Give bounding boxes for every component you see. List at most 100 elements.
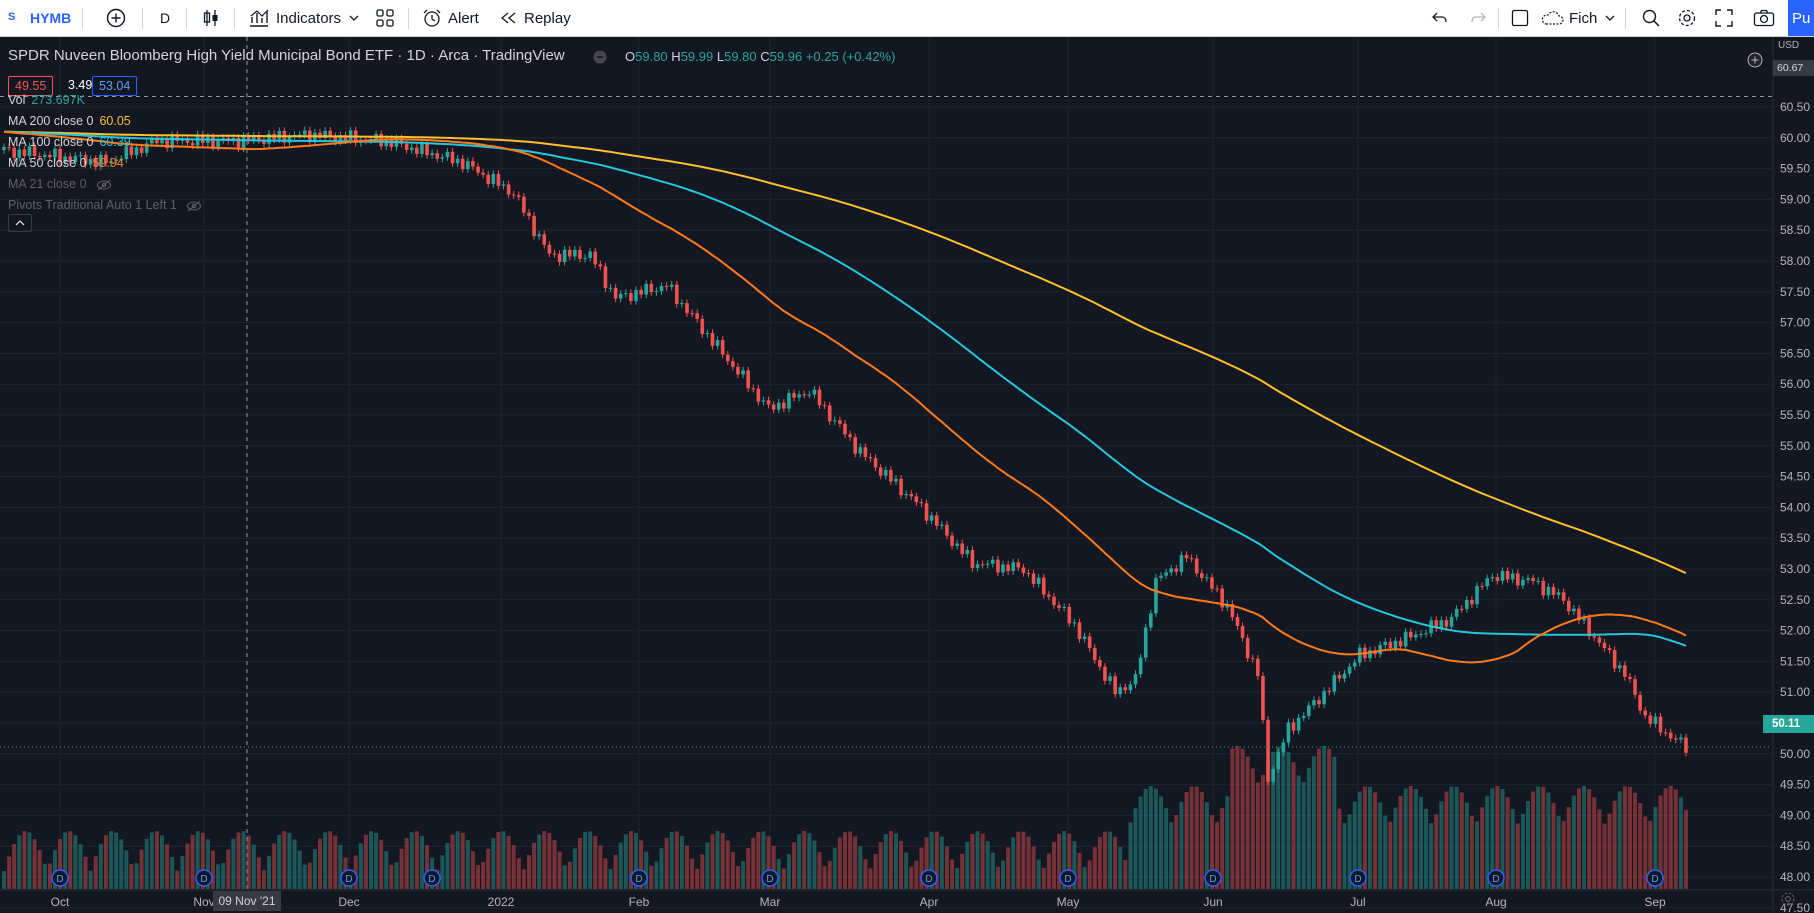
volume-bar: [1189, 786, 1194, 889]
currency-label[interactable]: USD: [1778, 40, 1800, 51]
compare-add-button[interactable]: [106, 0, 126, 36]
candle-body: [1587, 617, 1591, 637]
eye-hidden-icon[interactable]: [96, 179, 112, 191]
settings-button[interactable]: [1677, 0, 1697, 36]
symbol-search[interactable]: S HYMB: [8, 0, 71, 36]
candle-body: [22, 149, 27, 156]
candle-body: [1052, 596, 1056, 606]
volume-bar: [1566, 807, 1571, 889]
candle-body: [144, 143, 149, 153]
ma21-legend[interactable]: MA 21 close 0: [8, 177, 112, 191]
chart-settings-button[interactable]: [1780, 891, 1800, 911]
volume-bar: [501, 831, 506, 889]
templates-button[interactable]: [376, 0, 394, 36]
chart-pane[interactable]: 60.50 60.00 59.50 59.00 58.50 58.00 57.50 57.00…: [0, 37, 1814, 913]
volume-bar: [1357, 791, 1362, 889]
ask-badge[interactable]: 53.04: [92, 76, 138, 96]
indicators-button[interactable]: Indicators: [248, 0, 341, 36]
volume-bar: [572, 848, 577, 889]
volume-bar: [1454, 786, 1459, 889]
ma100-legend[interactable]: MA 100 close 0 60.39: [8, 135, 131, 149]
low-value: 59.80: [724, 49, 757, 64]
volume-bar: [944, 846, 949, 889]
collapse-legend-button[interactable]: [8, 214, 32, 232]
candle-body: [705, 333, 710, 335]
candle-body: [501, 184, 506, 186]
volume-legend[interactable]: Vol 273.697K: [8, 93, 85, 107]
volume-bar: [929, 831, 934, 889]
alert-button[interactable]: Alert: [422, 0, 479, 36]
volume-bar: [659, 848, 664, 889]
ma50-legend[interactable]: MA 50 close 0 59.94: [8, 156, 124, 170]
save-layout-button[interactable]: Fich: [1540, 0, 1597, 36]
eye-hidden-icon[interactable]: [186, 200, 202, 212]
redo-icon: [1471, 12, 1486, 22]
volume-bar: [98, 843, 103, 889]
candle-body: [88, 159, 93, 165]
volume-bar: [771, 845, 776, 889]
price-tick-label: 49.50: [1780, 778, 1810, 792]
candle-body: [1561, 592, 1566, 601]
candle-body: [1424, 633, 1428, 635]
add-alert-button[interactable]: [1747, 52, 1763, 68]
volume-bar: [1367, 786, 1372, 889]
close-value: 59.96: [769, 49, 803, 64]
indicators-dropdown[interactable]: [348, 0, 360, 36]
candle-body: [680, 303, 684, 305]
candle-body: [53, 148, 57, 158]
redo-button[interactable]: [1469, 0, 1487, 36]
candle-body: [1210, 577, 1214, 589]
candle-body: [328, 130, 333, 137]
volume-bar: [1077, 852, 1082, 889]
snapshot-button[interactable]: [1753, 0, 1775, 36]
undo-button[interactable]: [1431, 0, 1449, 36]
volume-bar: [1271, 751, 1276, 889]
volume-bar: [593, 836, 598, 889]
volume-bar: [481, 862, 486, 889]
time-axis: Oct Nov Dec 2022 Feb Mar Apr May Jun Jul Aug Sep: [0, 889, 1814, 909]
bid-badge[interactable]: 49.55: [8, 76, 54, 96]
fullscreen-button[interactable]: [1715, 0, 1733, 36]
layout-dropdown[interactable]: [1604, 0, 1616, 36]
volume-bar: [425, 845, 430, 889]
publish-button[interactable]: Pu: [1788, 0, 1814, 36]
candle-body: [1312, 700, 1316, 706]
replay-button[interactable]: Replay: [500, 0, 571, 36]
candle-body: [1128, 684, 1133, 691]
candle-body: [1684, 737, 1688, 753]
series-title: SPDR Nuveen Bloomberg High Yield Municip…: [8, 47, 565, 64]
volume-bar: [516, 858, 521, 889]
search-icon: [1642, 9, 1660, 27]
price-chart[interactable]: 60.50 60.00 59.50 59.00 58.50 58.00 57.50 57.00…: [0, 37, 1814, 913]
volume-bar: [557, 851, 562, 889]
search-button[interactable]: [1641, 0, 1661, 36]
layout-button[interactable]: [1511, 0, 1529, 36]
candle-body: [909, 493, 914, 497]
volume-bar: [710, 834, 715, 889]
volume-bar: [1230, 748, 1235, 889]
candle-body: [975, 564, 980, 568]
dividend-label: D: [766, 874, 773, 885]
candle-body: [1281, 742, 1286, 753]
interval-button[interactable]: D: [160, 10, 171, 26]
candle-body: [409, 147, 414, 150]
candle-body: [1087, 636, 1092, 648]
volume-bar: [476, 865, 481, 889]
volume-bar: [939, 836, 944, 889]
candle-body: [593, 251, 598, 265]
volume-bar: [1301, 781, 1306, 889]
volume-bar: [863, 859, 868, 889]
candle-body: [883, 470, 888, 476]
candle-body: [649, 283, 654, 293]
ma200-legend[interactable]: MA 200 close 0 60.05: [8, 114, 131, 128]
volume-bar: [608, 869, 613, 889]
alert-label: Alert: [448, 9, 479, 27]
volume-bar: [741, 861, 746, 889]
pivots-legend[interactable]: Pivots Traditional Auto 1 Left 1: [8, 198, 202, 212]
candle-body: [1149, 613, 1153, 628]
price-tick-label: 50.00: [1780, 747, 1810, 761]
candle-body: [792, 393, 796, 398]
collapse-title-button[interactable]: [593, 50, 607, 67]
low-label: L: [716, 49, 725, 64]
chart-type-button[interactable]: [202, 0, 220, 36]
